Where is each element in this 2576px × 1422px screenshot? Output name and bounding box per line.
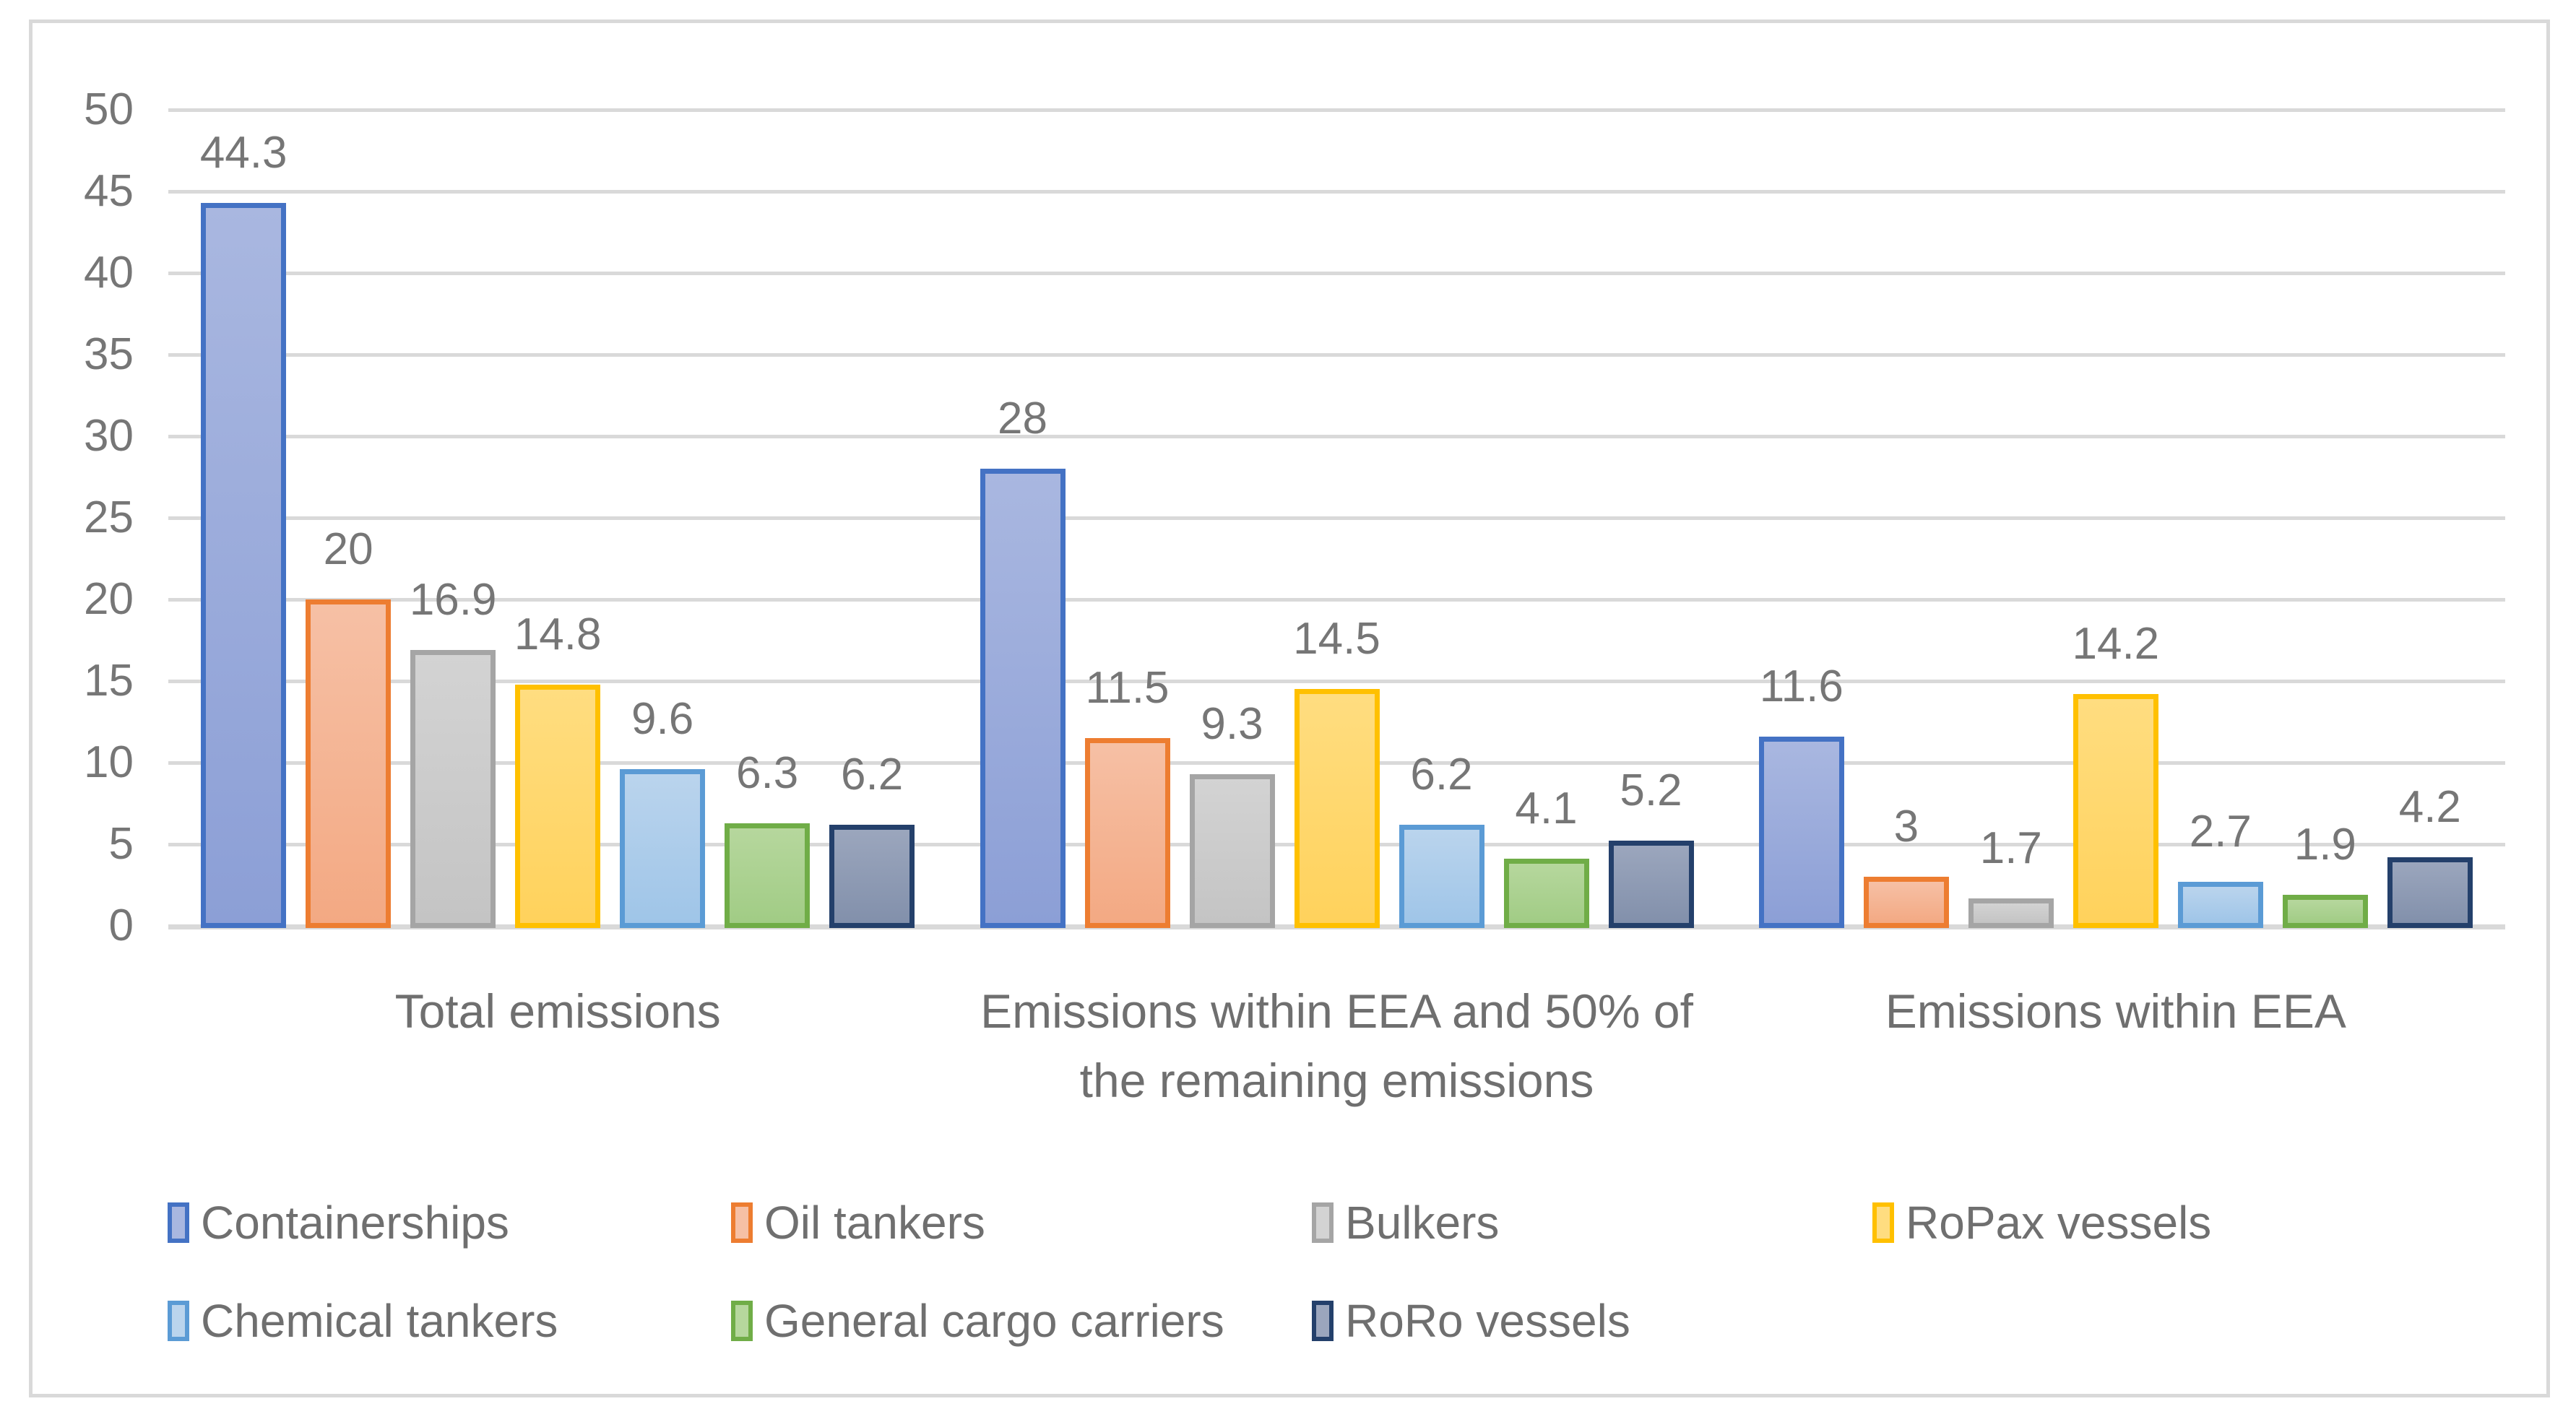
bar-bulkers xyxy=(1968,898,2054,928)
gridline-25 xyxy=(168,516,2505,520)
legend-swatch xyxy=(1872,1202,1894,1243)
legend-swatch xyxy=(1312,1202,1334,1243)
data-label: 5.2 xyxy=(1620,766,1682,816)
legend-item-general-cargo-carriers: General cargo carriers xyxy=(731,1294,1224,1348)
data-label: 6.2 xyxy=(1410,749,1473,799)
category-label: Emissions within EEA and 50% of the remai… xyxy=(980,984,1693,1107)
y-axis-tick-label: 40 xyxy=(84,248,134,298)
data-label: 16.9 xyxy=(409,575,497,625)
bar-roro-vessels xyxy=(1608,841,1694,928)
legend-item-roro-vessels: RoRo vessels xyxy=(1312,1294,1630,1348)
y-axis-tick-label: 25 xyxy=(84,493,134,542)
y-axis-tick-label: 10 xyxy=(84,737,134,787)
bar-roro-vessels xyxy=(2387,857,2473,928)
legend-label: General cargo carriers xyxy=(764,1295,1224,1347)
bar-oil-tankers xyxy=(306,599,392,928)
gridline-15 xyxy=(168,680,2505,683)
gridline-45 xyxy=(168,190,2505,194)
bar-roro-vessels xyxy=(829,824,915,928)
data-label: 14.2 xyxy=(2072,619,2160,669)
bar-containerships xyxy=(980,469,1066,928)
data-label: 14.5 xyxy=(1293,614,1380,664)
y-axis-tick-label: 0 xyxy=(108,901,134,950)
data-label: 44.3 xyxy=(199,127,288,178)
gridline-30 xyxy=(168,435,2505,438)
legend-swatch xyxy=(1312,1301,1334,1341)
bar-containerships xyxy=(201,202,287,928)
bar-containerships xyxy=(1758,736,1844,928)
data-label: 6.2 xyxy=(841,749,904,799)
bar-general-cargo-carriers xyxy=(2282,895,2368,928)
data-label: 20 xyxy=(323,524,373,574)
legend-label: Containerships xyxy=(201,1197,509,1249)
y-axis-tick-label: 15 xyxy=(84,656,134,706)
legend-item-oil-tankers: Oil tankers xyxy=(731,1196,985,1249)
y-axis-tick-label: 5 xyxy=(108,819,134,869)
category-label: Emissions within EEA xyxy=(1885,984,2346,1038)
gridline-40 xyxy=(168,272,2505,275)
data-label: 14.8 xyxy=(514,609,602,659)
legend-swatch xyxy=(731,1202,753,1243)
legend-label: Bulkers xyxy=(1345,1197,1500,1249)
y-axis-tick-label: 35 xyxy=(84,329,134,379)
legend-item-chemical-tankers: Chemical tankers xyxy=(168,1294,558,1348)
gridline-50 xyxy=(168,108,2505,112)
legend-swatch xyxy=(731,1301,753,1341)
bar-chemical-tankers xyxy=(2177,881,2263,928)
y-axis-tick-label: 20 xyxy=(84,574,134,624)
legend-label: RoPax vessels xyxy=(1906,1197,2212,1249)
data-label: 9.3 xyxy=(1201,698,1263,749)
bar-ropax-vessels xyxy=(1294,689,1380,928)
bar-oil-tankers xyxy=(1863,877,1949,928)
y-axis-tick-label: 50 xyxy=(84,84,134,134)
legend-item-ropax-vessels: RoPax vessels xyxy=(1872,1196,2211,1249)
legend-label: Oil tankers xyxy=(764,1197,985,1249)
gridline-35 xyxy=(168,353,2505,357)
bar-general-cargo-carriers xyxy=(1503,859,1589,928)
legend-label: RoRo vessels xyxy=(1345,1295,1630,1347)
bar-chemical-tankers xyxy=(620,769,706,928)
legend-item-containerships: Containerships xyxy=(168,1196,509,1249)
data-label: 3 xyxy=(1893,802,1919,852)
legend-item-bulkers: Bulkers xyxy=(1312,1196,1499,1249)
legend-swatch xyxy=(168,1202,189,1243)
data-label: 1.7 xyxy=(1979,823,2042,873)
bar-oil-tankers xyxy=(1084,738,1170,928)
y-axis-tick-label: 45 xyxy=(84,166,134,216)
data-label: 1.9 xyxy=(2294,820,2356,870)
data-label: 2.7 xyxy=(2189,806,2252,857)
bar-chemical-tankers xyxy=(1399,824,1484,928)
category-label: Total emissions xyxy=(394,984,721,1038)
data-label: 4.2 xyxy=(2398,782,2461,833)
data-label: 28 xyxy=(998,394,1047,444)
bar-general-cargo-carriers xyxy=(725,823,811,928)
data-label: 4.1 xyxy=(1515,784,1578,834)
bar-ropax-vessels xyxy=(2073,694,2158,928)
bar-ropax-vessels xyxy=(515,684,601,928)
bar-bulkers xyxy=(1189,773,1275,928)
data-label: 11.5 xyxy=(1085,663,1170,714)
chart-area-border xyxy=(29,19,2550,1397)
data-label: 6.3 xyxy=(736,747,799,798)
gridline-20 xyxy=(168,598,2505,602)
legend-swatch xyxy=(168,1301,189,1341)
data-label: 9.6 xyxy=(631,694,694,745)
bar-bulkers xyxy=(410,650,496,928)
data-label: 11.6 xyxy=(1759,661,1844,711)
y-axis-tick-label: 30 xyxy=(84,411,134,461)
legend-label: Chemical tankers xyxy=(201,1295,558,1347)
